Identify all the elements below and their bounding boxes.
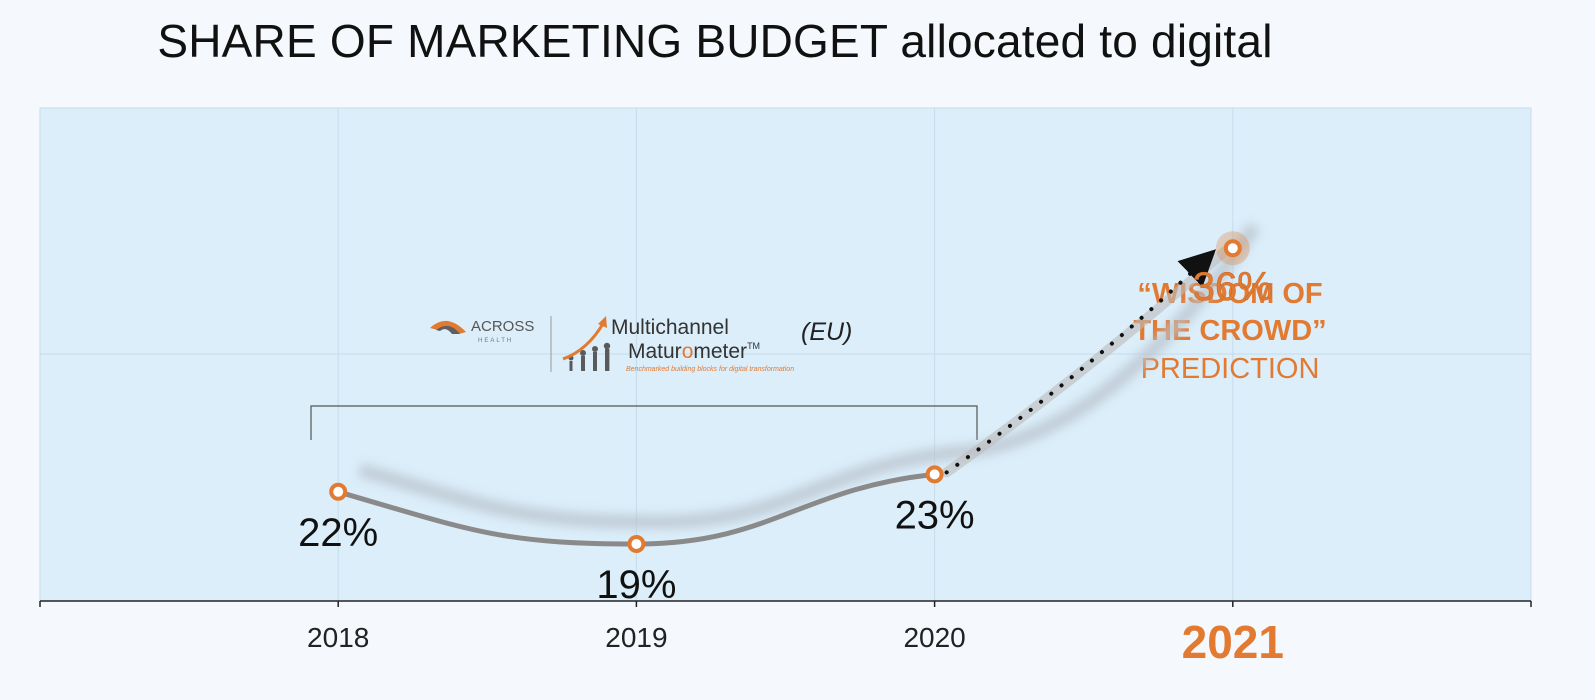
across-brand: ACROSS (471, 318, 534, 335)
across-logo-icon-shade (436, 325, 460, 334)
data-label-2020: 23% (895, 493, 975, 537)
trademark: TM (747, 341, 760, 351)
product-name-part-c: meter (693, 340, 747, 363)
x-label-2018: 2018 (307, 622, 369, 653)
product-tagline: Benchmarked building blocks for digital … (626, 366, 794, 373)
x-label-2019: 2019 (605, 622, 667, 653)
growth-arrow-icon (562, 321, 606, 361)
product-name-part-b: o (682, 340, 694, 363)
prediction-line-3: PREDICTION (1141, 353, 1320, 385)
data-point-2021 (1223, 239, 1242, 258)
data-point-2019 (627, 535, 646, 553)
x-label-2020: 2020 (903, 622, 965, 653)
product-name-part-a: Matur (628, 340, 682, 363)
x-label-2021: 2021 (1182, 616, 1284, 668)
region-label: (EU) (801, 318, 852, 346)
x-axis-labels: 2018 2019 2020 2021 (307, 616, 1284, 668)
product-name-line1: Multichannel (611, 316, 729, 339)
source-logo: ACROSS HEALTH Multichannel MaturometerTM… (430, 316, 852, 373)
data-label-2018: 22% (298, 511, 378, 555)
data-point-2018 (329, 482, 348, 501)
product-name-line2: MaturometerTM (628, 340, 760, 363)
data-label-2021: 36% (1193, 265, 1273, 309)
data-labels: 22% 19% 23% 36% (298, 265, 1273, 607)
chart-title: SHARE OF MARKETING BUDGET allocated to d… (157, 15, 1273, 67)
data-point-2020 (925, 465, 944, 484)
prediction-arrow (944, 249, 1217, 475)
data-label-2019: 19% (596, 563, 676, 607)
data-points (329, 231, 1250, 553)
line-shadow (358, 222, 1261, 530)
measured-years-bracket (310, 405, 978, 440)
line-shadow-path (358, 222, 1261, 530)
growth-arrowhead-icon (598, 316, 607, 328)
across-brand-sub: HEALTH (478, 338, 513, 344)
x-axis-ticks (39, 601, 1532, 607)
